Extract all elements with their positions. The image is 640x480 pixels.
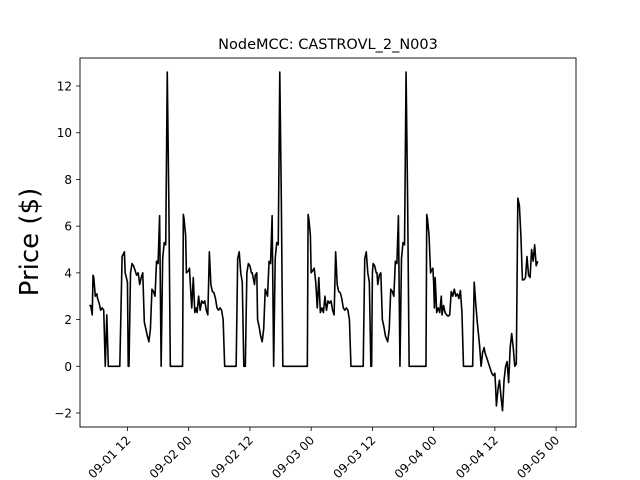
x-tick-label: 09-04 00 bbox=[392, 433, 440, 480]
x-tick-label: 09-02 12 bbox=[208, 433, 256, 480]
price-series-line bbox=[89, 72, 538, 411]
x-tick-label: 09-03 00 bbox=[269, 433, 317, 480]
axes: −2 0 2 4 6 8 10 12 09-01 12 09-02 00 09-02 12 09-03… bbox=[54, 58, 576, 480]
y-tick-label: 4 bbox=[64, 266, 72, 280]
y-axis-label: Price ($) bbox=[15, 188, 45, 297]
x-tick-label: 09-01 12 bbox=[86, 433, 134, 480]
y-tick-label: 6 bbox=[64, 220, 72, 234]
x-tick-label: 09-04 12 bbox=[453, 433, 501, 480]
plot-frame bbox=[80, 58, 576, 427]
chart-title: NodeMCC: CASTROVL_2_N003 bbox=[218, 37, 438, 53]
y-tick-label: 10 bbox=[57, 126, 72, 140]
y-tick-label: 2 bbox=[64, 313, 72, 327]
x-tick-label: 09-05 00 bbox=[514, 433, 562, 480]
y-tick-label: 12 bbox=[57, 80, 72, 94]
x-tick-label: 09-03 12 bbox=[330, 433, 378, 480]
y-tick-label: 8 bbox=[64, 173, 72, 187]
y-tick-label: −2 bbox=[54, 406, 72, 420]
y-tick-label: 0 bbox=[64, 360, 72, 374]
x-tick-label: 09-02 00 bbox=[147, 433, 195, 480]
